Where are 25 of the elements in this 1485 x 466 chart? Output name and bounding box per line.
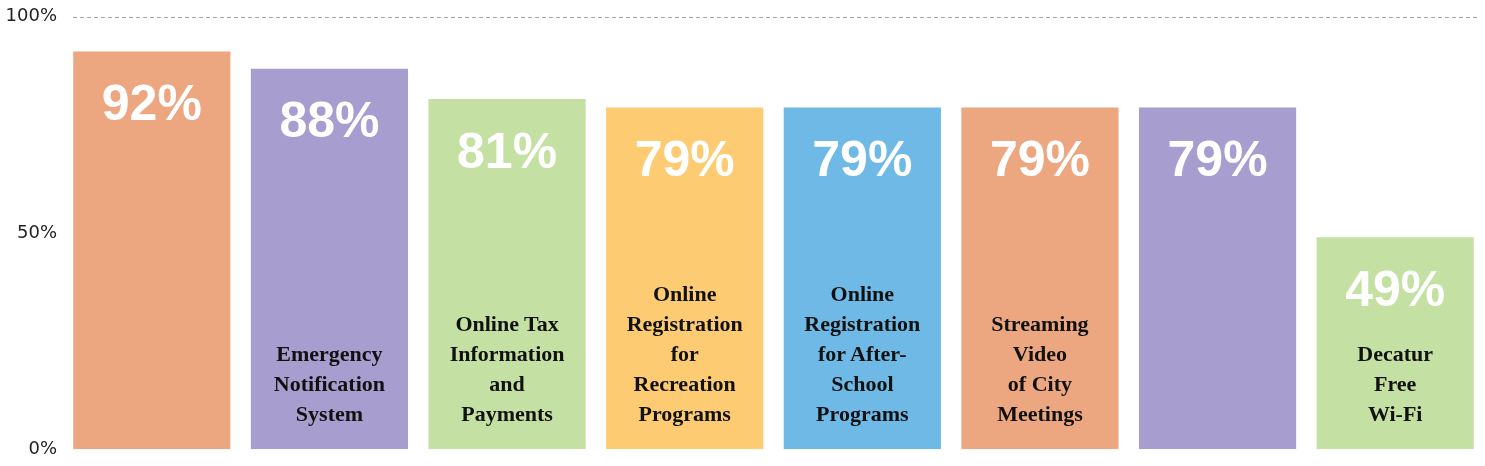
data-label: 49% bbox=[1345, 261, 1446, 318]
bar bbox=[1138, 107, 1297, 450]
bar bbox=[961, 107, 1119, 450]
bar bbox=[250, 68, 409, 450]
data-label: 79% bbox=[989, 131, 1090, 188]
y-tick-label: 100% bbox=[5, 4, 57, 26]
bar bbox=[783, 107, 941, 450]
data-label: 92% bbox=[101, 75, 202, 132]
x-tick-label: Online Registration for Recreation Programs bbox=[626, 280, 743, 426]
x-tick-label: Online Tax Information and Payments bbox=[449, 310, 565, 426]
y-tick-label: 50% bbox=[16, 220, 57, 242]
data-label: 81% bbox=[457, 122, 558, 179]
data-label: 79% bbox=[1167, 131, 1268, 188]
x-tick-label: Streaming Video of City Meetings bbox=[991, 310, 1089, 426]
data-label: 88% bbox=[279, 92, 380, 149]
x-tick-label: Online Registration for After- School Programs bbox=[804, 280, 921, 426]
data-label: 79% bbox=[634, 131, 735, 188]
y-tick-label: 0% bbox=[28, 436, 57, 458]
bar bbox=[606, 107, 764, 450]
bar bbox=[1316, 237, 1474, 450]
bar bbox=[73, 51, 231, 450]
data-label: 79% bbox=[812, 131, 913, 188]
x-tick-label: Decatur Free Wi-Fi bbox=[1357, 340, 1434, 426]
bar bbox=[428, 98, 586, 450]
x-tick-label: Emergency Notification System bbox=[273, 340, 386, 426]
